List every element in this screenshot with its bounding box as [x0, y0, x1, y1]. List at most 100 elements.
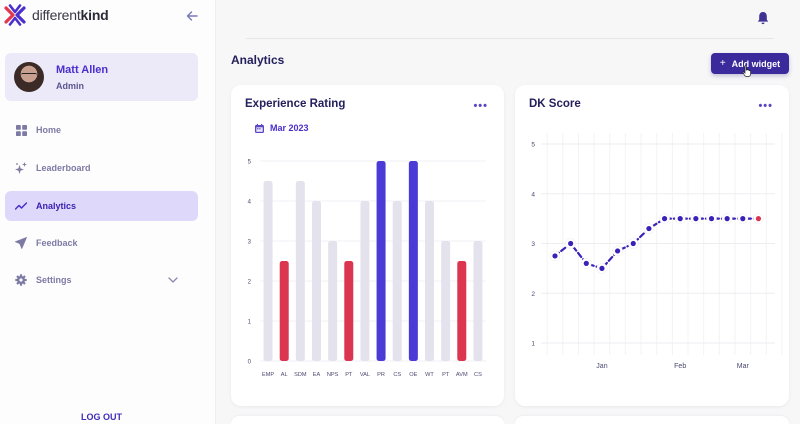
logout-button[interactable]: LOG OUT [81, 412, 122, 422]
y-tick-label: 2 [531, 291, 535, 298]
x-tick-label: EMP [262, 372, 274, 378]
y-tick-label: 5 [248, 160, 252, 166]
experience-rating-chart: 0 1 2 3 4 5 EMP AL SDM EA NPS PT VAL PR CS OE WT PT AVM CS [248, 160, 486, 378]
data-point [552, 253, 558, 259]
logo-mark-icon [4, 4, 26, 26]
sidebar-item-label: Home [36, 125, 62, 135]
notifications-bell-icon[interactable] [756, 11, 770, 25]
trend-line-icon [15, 200, 27, 212]
x-tick-label: EA [313, 372, 321, 378]
add-widget-label: Add widget [731, 58, 781, 69]
x-tick-label: Feb [674, 363, 686, 370]
data-point [693, 216, 699, 222]
more-options-icon[interactable]: ••• [758, 100, 773, 112]
bar [263, 181, 273, 361]
y-tick-label: 3 [531, 241, 535, 248]
chevron-down-icon[interactable] [168, 275, 178, 286]
date-filter[interactable]: Mar 2023 [255, 123, 309, 133]
data-point [740, 216, 746, 222]
x-tick-label: Jan [596, 363, 607, 370]
bar [328, 241, 338, 361]
brand-name-light: different [32, 7, 81, 23]
sidebar: differentkind Matt Allen Admin Home Lead… [0, 0, 216, 424]
sparkle-icon [15, 162, 27, 174]
hand-cursor-icon [742, 65, 751, 77]
date-filter-label: Mar 2023 [270, 123, 309, 133]
y-tick-label: 5 [531, 142, 535, 149]
page-title: Analytics [231, 53, 285, 67]
data-point [677, 216, 683, 222]
x-tick-label: PR [377, 372, 385, 378]
data-point [661, 216, 668, 222]
arrow-left-icon [186, 11, 198, 21]
x-tick-label: PT [442, 372, 450, 378]
bar [312, 201, 321, 361]
avatar [14, 62, 44, 92]
sidebar-item-analytics[interactable]: Analytics [5, 191, 198, 221]
card-title: DK Score [529, 98, 581, 110]
data-point [708, 216, 715, 222]
x-tick-label: OE [409, 372, 417, 378]
bar [425, 201, 434, 361]
sidebar-item-settings[interactable]: Settings [5, 265, 198, 295]
sidebar-item-label: Settings [36, 275, 72, 285]
data-point [755, 216, 762, 222]
sidebar-item-label: Leaderboard [36, 163, 91, 173]
data-point [630, 240, 636, 247]
widget-card-partial [231, 416, 504, 424]
paper-plane-icon [15, 237, 27, 249]
x-tick-label: PT [345, 372, 353, 378]
y-tick-label: 0 [248, 360, 252, 366]
bar [457, 261, 467, 361]
sidebar-item-label: Analytics [36, 201, 77, 211]
x-tick-label: AVM [456, 372, 468, 378]
bar [360, 201, 370, 361]
bar [408, 161, 418, 361]
y-tick-label: 2 [248, 280, 252, 286]
data-point [583, 260, 589, 266]
bar [473, 241, 483, 361]
header-divider [246, 38, 774, 39]
data-point [724, 216, 730, 222]
y-tick-label: 1 [531, 341, 535, 348]
x-tick-label: NPS [327, 372, 339, 378]
sidebar-item-home[interactable]: Home [5, 115, 198, 145]
bar [295, 181, 305, 361]
x-tick-label: CS [474, 372, 482, 378]
y-tick-label: 1 [248, 320, 252, 326]
collapse-sidebar-button[interactable] [184, 9, 200, 25]
data-point [646, 225, 652, 232]
more-options-icon[interactable]: ••• [473, 100, 488, 112]
x-tick-label: AL [281, 372, 288, 378]
grid-icon [15, 124, 27, 136]
data-point [615, 248, 621, 254]
x-tick-label: VAL [360, 372, 370, 378]
data-point [599, 265, 605, 271]
x-tick-label: SDM [294, 372, 307, 378]
x-tick-label: CS [393, 372, 401, 378]
experience-rating-card: Experience Rating ••• Mar 2023 0 1 2 3 4 5 EMP… [231, 85, 504, 406]
y-tick-label: 3 [248, 240, 252, 246]
brand-logo[interactable]: differentkind [4, 4, 109, 26]
gear-icon [15, 274, 27, 286]
user-role: Admin [56, 81, 84, 91]
widget-card-partial [515, 416, 789, 424]
bar [376, 161, 386, 361]
y-tick-label: 4 [531, 191, 535, 198]
dk-score-chart: 1 2 3 4 5 Jan Feb Mar [531, 133, 783, 370]
sidebar-item-label: Feedback [36, 238, 78, 248]
y-tick-label: 4 [248, 200, 252, 206]
data-point [568, 240, 574, 247]
sidebar-item-feedback[interactable]: Feedback [5, 228, 198, 258]
user-name: Matt Allen [56, 64, 109, 76]
brand-name-bold: kind [80, 7, 109, 23]
add-widget-button[interactable]: + Add widget [711, 53, 789, 74]
user-profile-card[interactable]: Matt Allen Admin [5, 53, 198, 101]
bar [279, 261, 289, 361]
plus-icon: + [719, 58, 726, 69]
bar [344, 261, 354, 361]
brand-name: differentkind [32, 7, 109, 23]
sidebar-item-leaderboard[interactable]: Leaderboard [5, 153, 198, 183]
calendar-icon [255, 123, 264, 133]
bar [392, 201, 402, 361]
